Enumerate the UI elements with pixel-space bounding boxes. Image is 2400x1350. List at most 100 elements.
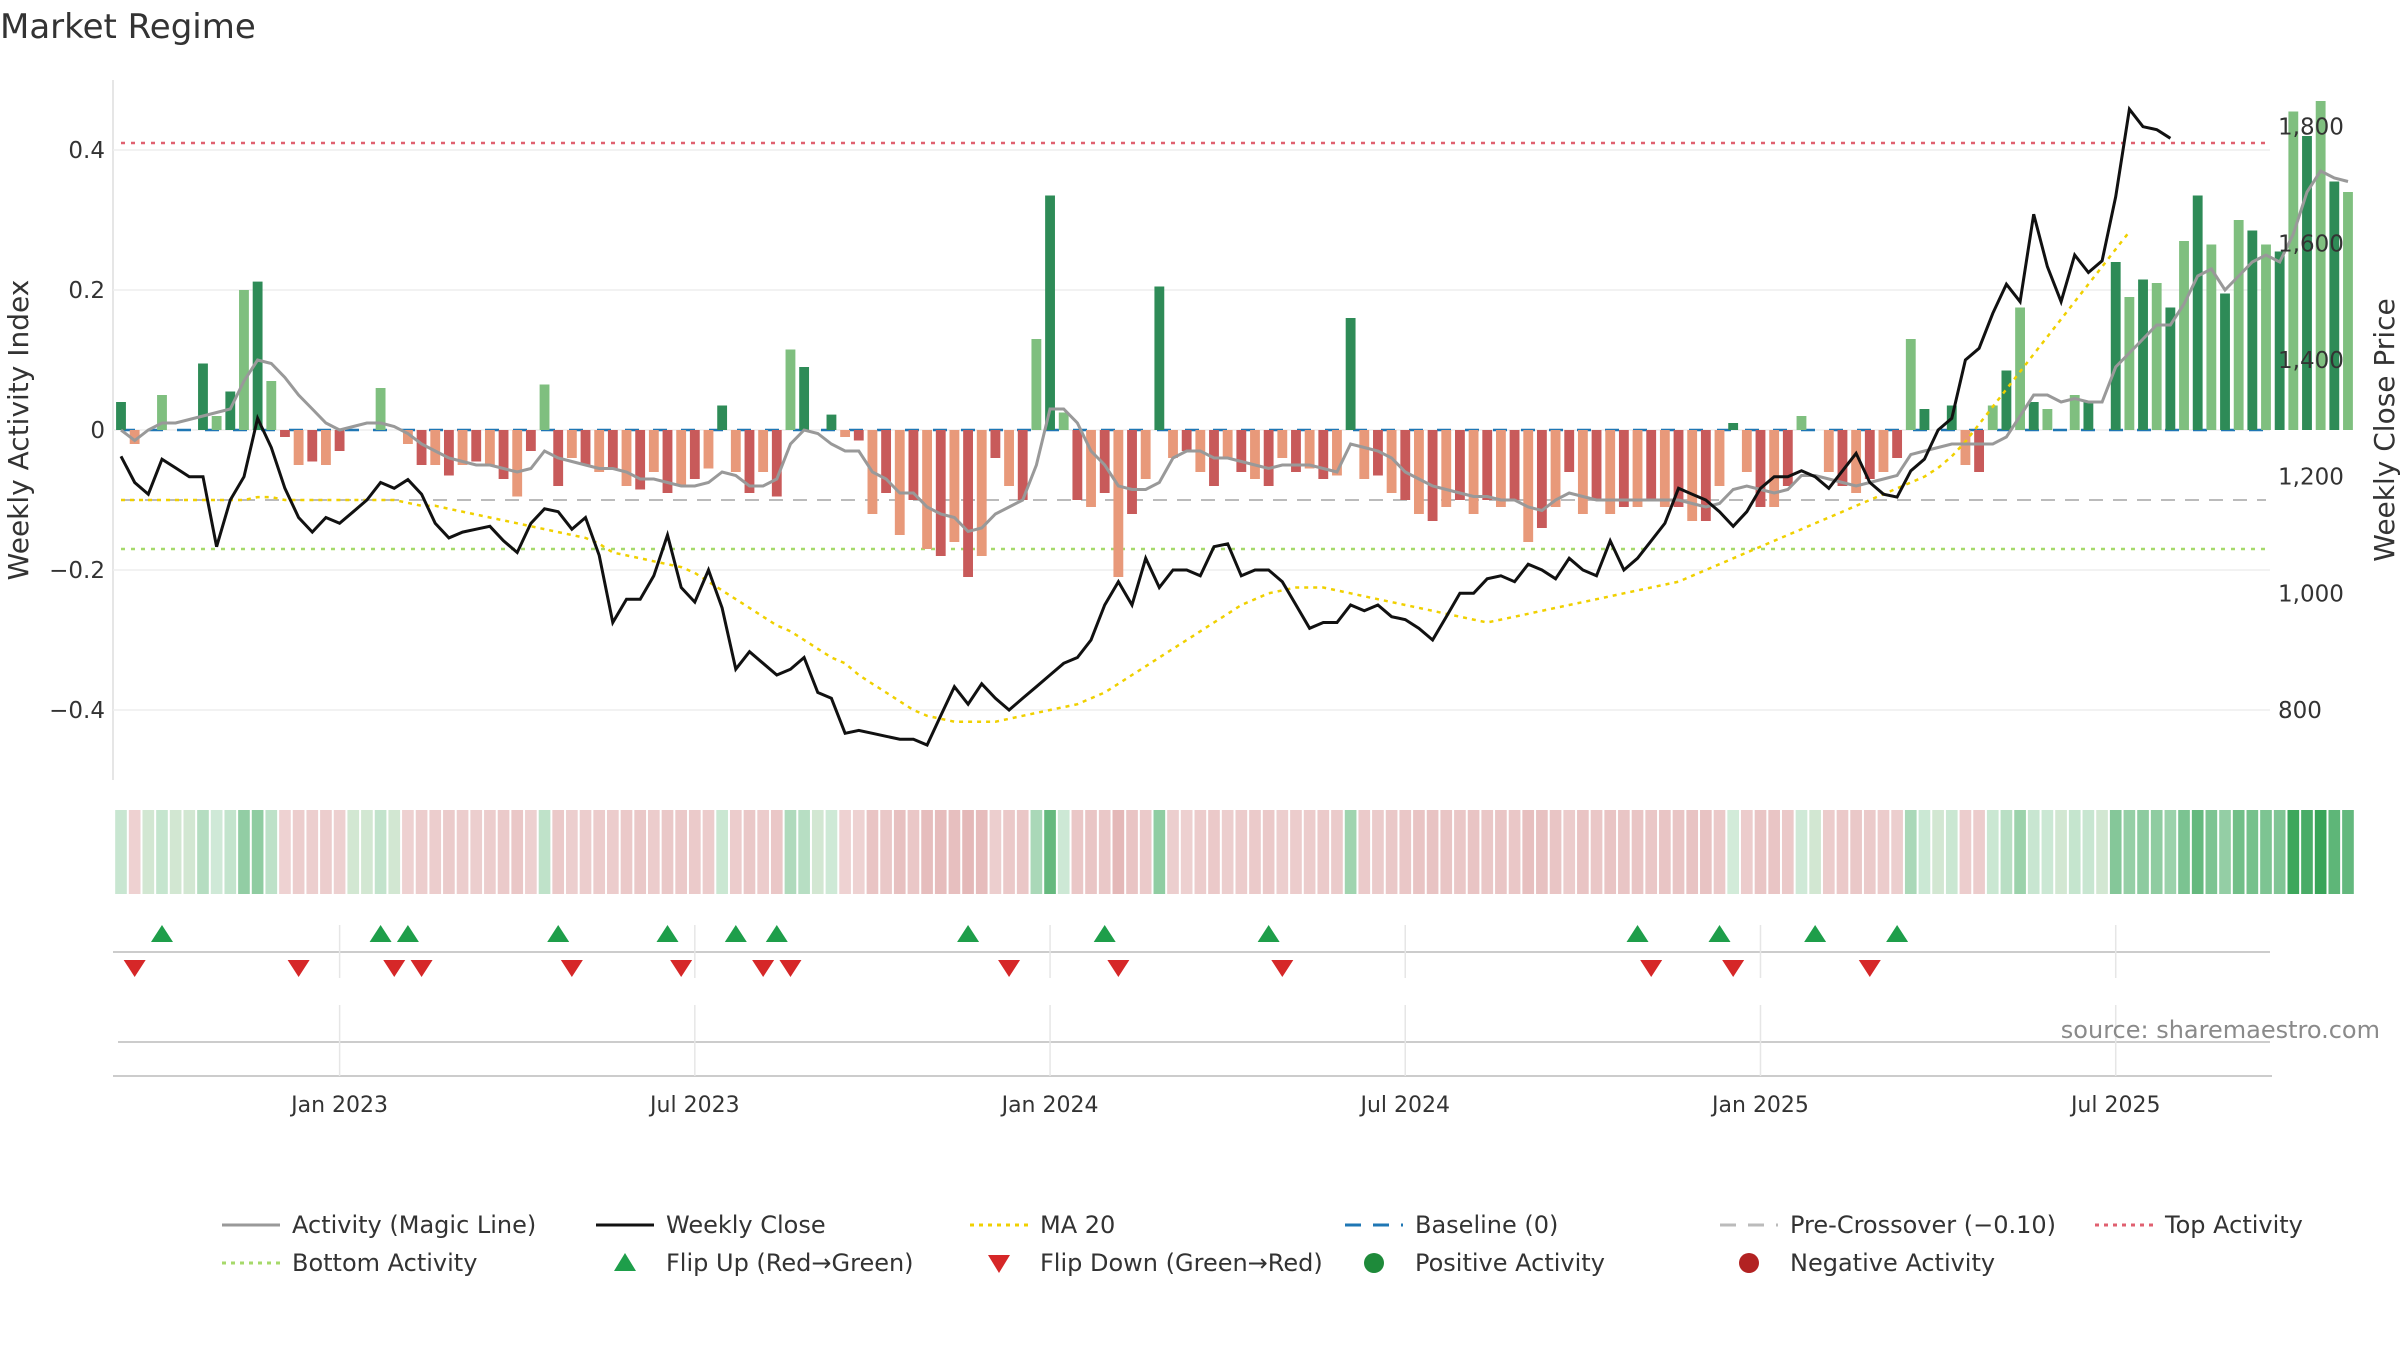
activity-bar [1974,430,1985,472]
heat-cell [1536,810,1548,894]
activity-bar [1536,430,1547,528]
heat-cell [156,810,168,894]
heat-cell [2055,810,2067,894]
activity-bar [225,391,236,430]
heat-cell [1754,810,1767,894]
heat-cell [1522,810,1535,894]
heat-cell [1740,810,1753,894]
heat-cell [1781,810,1794,894]
heat-cell [907,810,920,894]
heat-cell [1467,810,1480,894]
heat-cell [1030,810,1043,894]
heat-cell [443,810,455,894]
legend-item-flipdown: Flip Down (Green→Red) [988,1249,1323,1277]
legend-swatch [1739,1253,1759,1273]
heat-cell [525,810,537,894]
activity-bar [1618,430,1629,507]
x-tick-label: Jul 2024 [1359,1093,1451,1118]
activity-bar [1045,195,1055,430]
activity-bar [2233,220,2244,430]
left-y-ticks: 0.4 0.2 0 −0.2 −0.4 [49,138,105,724]
activity-bar [1591,430,1602,500]
chart-title: Market Regime [0,7,256,47]
heat-cell [1508,810,1521,894]
heat-cell [1713,810,1726,894]
heat-cell [251,810,264,894]
heat-cell [648,810,660,894]
heat-cell [866,810,879,894]
legend-label: Bottom Activity [292,1249,477,1277]
activity-bar [881,430,892,493]
heat-cell [1385,810,1398,894]
heat-cell [265,810,278,894]
heat-cell [770,810,783,894]
heat-cell [593,810,606,894]
activity-bar [758,430,769,472]
heat-cell [1016,810,1029,894]
heat-cell [2014,810,2026,894]
activity-bar [1905,339,1916,430]
heat-cell [2232,810,2245,894]
activity-bar [2329,181,2340,430]
activity-bar [1359,430,1370,479]
flip-panel-gridlines [338,925,2117,978]
activity-bar [2192,195,2203,430]
activity-bar [266,381,277,430]
heat-cell [1836,810,1849,894]
activity-bar [635,430,646,490]
heat-cell [1945,810,1958,894]
activity-bar [2124,297,2135,430]
heat-cell [2137,810,2149,894]
activity-bar [2220,293,2230,430]
activity-bar [1072,430,1083,500]
heat-cell [2314,810,2327,894]
right-y-ticks: 1,800 1,600 1,400 1,200 1,000 800 [2278,115,2344,724]
heat-cell [825,810,838,894]
activity-bar [990,430,1001,458]
heat-cell [688,810,701,894]
flip-up-marker [765,925,788,942]
heat-cell [634,810,647,894]
activity-bar [1127,430,1137,514]
flip-down-marker [1640,960,1663,977]
heat-cell [2205,810,2218,894]
heat-cell [962,810,974,894]
flip-up-marker [369,925,392,942]
heat-cell [2328,810,2341,894]
heat-cell [1631,810,1644,894]
activity-bar [1823,430,1834,472]
legend-item-ma20: MA 20 [970,1211,1115,1239]
heat-cell [1085,810,1097,894]
activity-bar [443,430,454,476]
activity-bar [785,349,796,430]
flip-down-marker [1271,960,1294,977]
heat-cell [579,810,592,894]
heat-cell [1194,810,1207,894]
activity-bar [2274,251,2285,430]
heat-cell [169,810,182,894]
heat-cell [1932,810,1944,894]
activity-bar [321,430,331,465]
activity-bar [2302,136,2312,430]
activity-bar [1769,430,1780,507]
heat-cell [2191,810,2204,894]
activity-bar [1892,430,1903,458]
activity-bar [648,430,659,472]
source-credit: source: sharemaestro.com [2061,1016,2380,1044]
activity-bar [1140,430,1151,479]
legend-label: Activity (Magic Line) [292,1211,536,1239]
heat-cell [1645,810,1658,894]
heat-cell [1344,810,1357,894]
activity-bar [1468,430,1479,514]
activity-bar [402,430,413,444]
legend-label: Positive Activity [1415,1249,1605,1277]
heat-cell [1167,810,1179,894]
heat-cell [306,810,319,894]
activity-bar [1960,430,1971,465]
flip-marker-panel [113,925,2270,978]
legend-label: MA 20 [1040,1211,1115,1239]
heat-cell [197,810,209,894]
heat-cell [361,810,373,894]
legend-swatch [614,1253,636,1271]
heat-cell [128,810,141,894]
